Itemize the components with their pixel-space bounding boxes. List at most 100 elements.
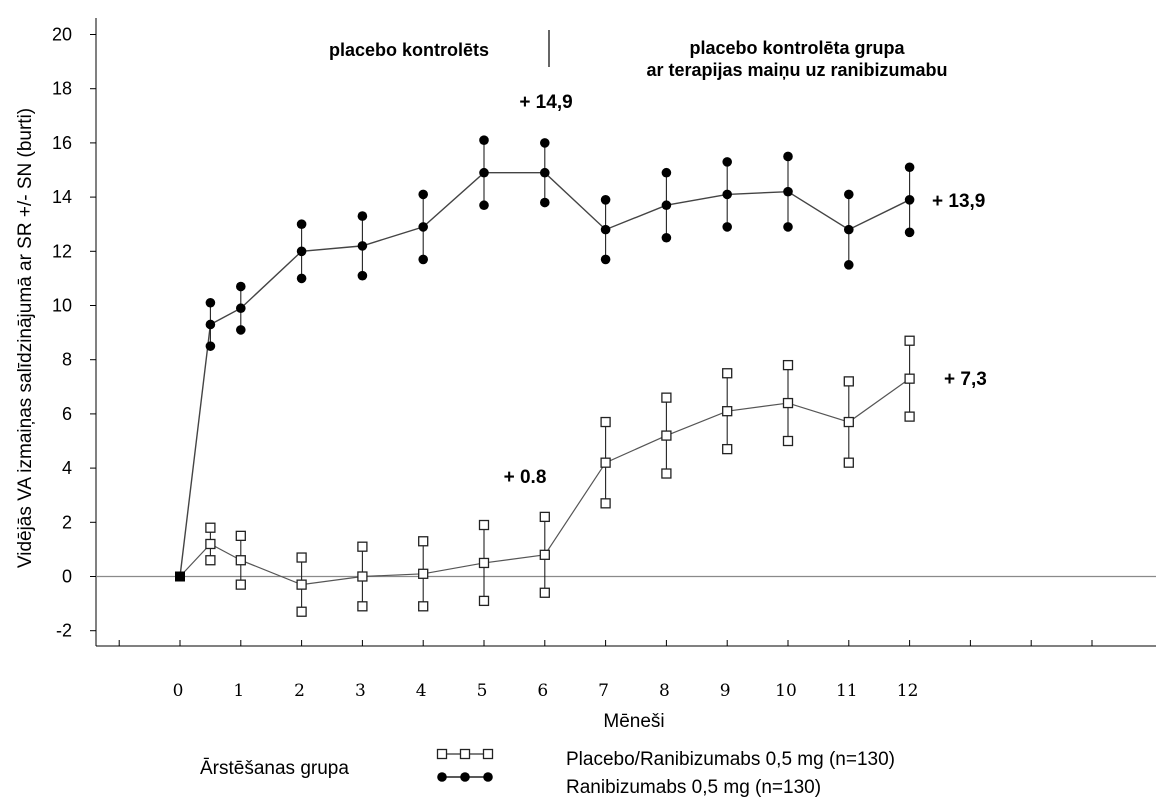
y-tick-label: -2 xyxy=(56,621,72,641)
data-point xyxy=(904,373,915,384)
data-point xyxy=(478,557,490,569)
error-cap-upper xyxy=(539,511,550,523)
x-tick-label: 0 xyxy=(173,681,184,701)
legend-marker xyxy=(436,748,448,760)
error-cap-upper xyxy=(418,536,429,547)
y-tick-label: 8 xyxy=(62,350,72,370)
y-tick-label: 6 xyxy=(62,404,72,424)
error-cap-lower xyxy=(540,197,550,208)
error-cap-lower xyxy=(722,443,733,455)
data-point xyxy=(357,571,368,582)
error-cap-upper xyxy=(296,552,307,563)
data-point xyxy=(722,406,733,417)
x-tick-label: 9 xyxy=(720,681,731,701)
error-cap-upper xyxy=(236,281,246,292)
series-0 xyxy=(175,335,915,617)
legend-marker xyxy=(482,748,494,760)
x-axis-label: Mēneši xyxy=(603,711,664,732)
data-point xyxy=(661,200,672,211)
annotation-active-month6: + 14,9 xyxy=(519,92,572,113)
legend-marker xyxy=(437,772,447,782)
error-cap-upper xyxy=(904,335,915,346)
y-tick-label: 4 xyxy=(62,458,72,478)
x-tick-label: 4 xyxy=(416,681,427,701)
error-cap-lower xyxy=(844,260,854,270)
data-point xyxy=(904,195,915,205)
error-cap-upper xyxy=(205,522,216,533)
data-point xyxy=(205,538,216,550)
error-cap-lower xyxy=(235,579,246,590)
error-cap-upper xyxy=(205,297,216,308)
error-cap-upper xyxy=(661,392,672,403)
data-point xyxy=(843,416,854,428)
data-point xyxy=(357,241,368,251)
series-1 xyxy=(175,135,915,582)
legend-marker xyxy=(483,772,493,782)
data-point xyxy=(296,246,307,257)
data-point xyxy=(236,303,246,314)
error-cap-lower xyxy=(661,232,672,243)
x-tick-label: 10 xyxy=(775,681,797,701)
legend: Ārstēšanas grupa Placebo/Ranibizumabs 0,… xyxy=(200,748,895,798)
annotation-placebo-month12: + 7,3 xyxy=(944,369,987,390)
error-cap-lower xyxy=(418,254,429,265)
x-tick-label: 2 xyxy=(294,681,305,701)
legend-marker xyxy=(460,772,470,782)
error-cap-upper xyxy=(600,195,611,205)
data-point xyxy=(296,579,307,590)
error-cap-lower xyxy=(357,601,368,612)
data-point xyxy=(418,568,429,579)
data-point xyxy=(600,457,611,468)
x-tick-label: 12 xyxy=(897,681,919,701)
series-layer xyxy=(175,135,915,617)
data-point xyxy=(782,397,794,409)
error-cap-upper xyxy=(600,416,611,428)
error-cap-lower xyxy=(783,222,793,232)
x-tick-label: 3 xyxy=(355,681,366,701)
data-point xyxy=(418,222,429,232)
axes xyxy=(95,18,1156,647)
period-label-left: placebo kontrolēts xyxy=(329,40,489,60)
error-cap-upper xyxy=(844,189,854,200)
data-point xyxy=(539,549,550,560)
legend-symbol-ranibizumab xyxy=(437,772,493,782)
annotation-placebo-month6: + 0.8 xyxy=(504,467,547,488)
error-cap-upper xyxy=(478,519,490,531)
y-tick-label: 14 xyxy=(52,187,72,207)
error-cap-upper xyxy=(722,368,733,379)
error-cap-upper xyxy=(722,157,732,167)
legend-title: Ārstēšanas grupa xyxy=(200,758,349,779)
error-cap-lower xyxy=(904,411,915,422)
error-cap-upper xyxy=(418,189,429,200)
y-tick-label: 16 xyxy=(52,133,72,153)
period-label-right-line1: placebo kontrolēta grupa xyxy=(689,38,905,58)
error-cap-upper xyxy=(661,167,672,178)
data-point xyxy=(175,571,185,582)
y-ticks: -2 0 2 4 6 8 10 12 14 16 18 20 xyxy=(52,25,96,641)
x-tick-label: 7 xyxy=(598,681,609,701)
error-cap-upper xyxy=(296,219,307,229)
data-point xyxy=(722,189,732,200)
y-tick-label: 2 xyxy=(62,512,72,532)
y-tick-label: 12 xyxy=(52,241,72,261)
error-cap-upper xyxy=(843,376,854,387)
error-cap-upper xyxy=(540,138,550,148)
error-cap-lower xyxy=(205,341,216,351)
error-cap-lower xyxy=(205,555,216,566)
x-tick-label: 11 xyxy=(836,681,858,701)
y-tick-label: 18 xyxy=(52,79,72,99)
error-cap-lower xyxy=(600,498,611,509)
x-tick-label: 1 xyxy=(233,681,244,701)
data-point xyxy=(479,167,489,178)
error-cap-lower xyxy=(478,595,490,607)
y-tick-label: 0 xyxy=(62,567,72,587)
error-cap-lower xyxy=(600,254,611,265)
x-tick-label: 8 xyxy=(659,681,670,701)
error-cap-lower xyxy=(843,457,854,468)
y-tick-label: 10 xyxy=(52,296,72,316)
error-cap-upper xyxy=(783,151,793,162)
error-cap-lower xyxy=(722,222,732,232)
series-line xyxy=(179,172,910,577)
x-ticks: 0 1 2 3 4 5 6 7 8 9 10 11 12 xyxy=(118,640,1093,701)
